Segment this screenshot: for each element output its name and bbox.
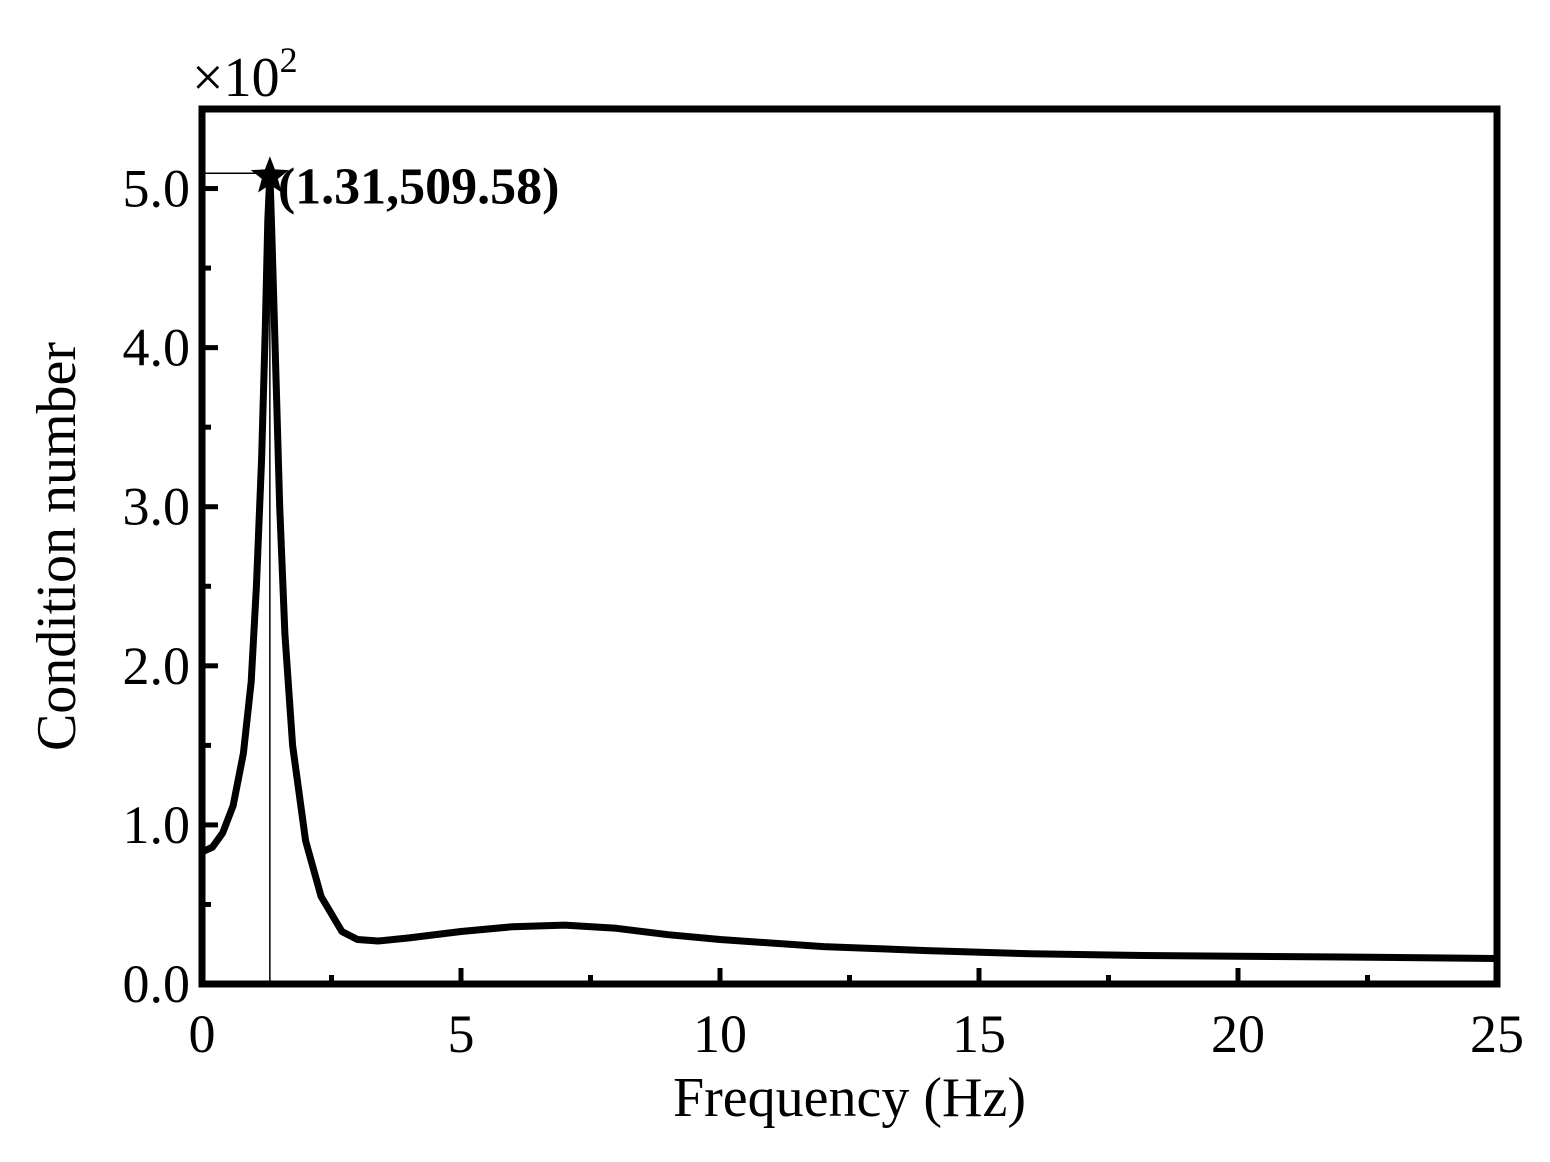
multiplier-exponent: 2 xyxy=(280,40,298,80)
x-tick-label: 15 xyxy=(952,1004,1006,1064)
axis-ticks xyxy=(199,186,1500,987)
peak-annotation: (1.31,509.58) xyxy=(278,158,560,215)
peak-star-marker xyxy=(250,156,289,193)
x-axis-title: Frequency (Hz) xyxy=(673,1067,1026,1129)
y-tick-label: 1.0 xyxy=(123,795,191,855)
y-axis-title: Condition number xyxy=(26,342,88,751)
tick-labels: 0 5 10 15 20 25 0.0 1.0 2.0 3.0 4.0 5.0 xyxy=(123,159,1525,1064)
multiplier-base: ×10 xyxy=(192,47,280,109)
y-tick-label: 2.0 xyxy=(123,636,191,696)
y-tick-label: 5.0 xyxy=(123,159,191,219)
y-tick-label: 4.0 xyxy=(123,318,191,378)
x-tick-label: 20 xyxy=(1211,1004,1265,1064)
y-tick-label: 3.0 xyxy=(123,477,191,537)
data-series xyxy=(198,156,1501,962)
y-axis-multiplier: ×102 xyxy=(192,40,298,109)
x-tick-label: 25 xyxy=(1470,1004,1524,1064)
x-tick-label: 10 xyxy=(693,1004,747,1064)
series-line xyxy=(198,169,1501,962)
x-tick-label: 5 xyxy=(448,1004,475,1064)
y-tick-label: 0.0 xyxy=(123,954,191,1014)
plot-frame xyxy=(198,105,1501,988)
x-tick-label: 0 xyxy=(189,1004,216,1064)
